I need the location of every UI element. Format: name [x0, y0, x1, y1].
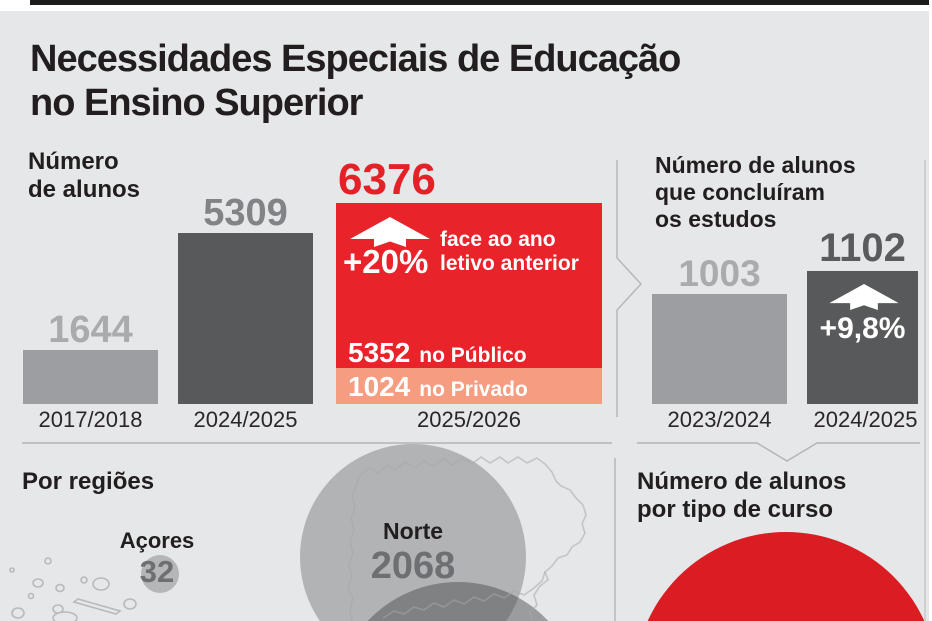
norte-bubble — [300, 444, 526, 621]
graduates-year-2023-2024: 2023/2024 — [667, 407, 772, 432]
students-pct-change: +20% — [343, 243, 429, 280]
students-privado-value: 1024 — [348, 371, 411, 402]
regions-section-title: Por regiões — [22, 468, 155, 495]
norte-value: 2068 — [370, 545, 456, 587]
graduates-label-line1: Número de alunos — [655, 152, 856, 178]
acores-label: Açores — [119, 528, 195, 553]
students-pct-note-line1: face ao ano — [440, 228, 556, 251]
graduates-label-line2: que concluíram — [655, 179, 825, 206]
students-bar-2017-2018 — [23, 350, 158, 404]
acores-islands-outline — [9, 557, 137, 621]
right-edge-strip — [929, 0, 932, 621]
students-privado-label: no Privado — [419, 378, 528, 401]
students-publico-row: 5352 no Público — [348, 339, 527, 367]
graduates-value-2024-2025: 1102 — [819, 226, 906, 270]
course-type-section-title: Número de alunos por tipo de curso — [637, 468, 846, 524]
students-publico-value: 5352 — [348, 337, 411, 368]
students-value-2025-2026: 6376 — [338, 155, 436, 204]
increase-arrow-icon — [829, 284, 899, 310]
acores-value: 32 — [139, 554, 175, 589]
students-pct-note-line2: letivo anterior — [440, 252, 579, 275]
acores-bubble — [141, 555, 179, 593]
course-type-title-line2: por tipo de curso — [637, 496, 834, 524]
course-type-pie — [647, 532, 925, 621]
students-year-2017-2018: 2017/2018 — [38, 407, 143, 432]
page-title-line2: no Ensino Superior — [30, 82, 363, 124]
students-year-2024-2025: 2024/2025 — [193, 407, 298, 432]
page-title-line1: Necessidades Especiais de Educação — [30, 38, 681, 80]
students-year-2025-2026: 2025/2026 — [417, 407, 521, 432]
course-type-title-line1: Número de alunos — [637, 468, 847, 495]
region-boundary-line — [382, 571, 546, 619]
divider-lines — [22, 160, 926, 621]
increase-arrow-icon — [350, 217, 430, 247]
divider-chevron-right — [616, 160, 642, 417]
divider-horizontal-right-notch — [637, 442, 920, 462]
students-value-2024-2025: 5309 — [203, 192, 288, 234]
students-publico-label: no Público — [419, 344, 527, 367]
graduates-chart-label: Número de alunos que concluíram os estud… — [655, 152, 856, 233]
students-chart-label-line2: de alunos — [28, 176, 141, 204]
norte-label: Norte — [382, 518, 444, 544]
students-privado-row: 1024 no Privado — [348, 373, 528, 401]
students-value-2017-2018: 1644 — [48, 309, 133, 351]
graduates-value-2023-2024: 1003 — [678, 253, 761, 294]
students-chart-label-line1: Número — [28, 148, 119, 175]
students-bar-2024-2025 — [178, 233, 313, 404]
norte-map-outline — [347, 456, 587, 621]
students-bar-2025-2026-privado — [336, 368, 602, 404]
students-chart-label: Número de alunos — [28, 148, 140, 204]
graduates-year-2024-2025: 2024/2025 — [813, 407, 918, 432]
graduates-bar-2023-2024 — [652, 294, 787, 404]
graduates-label-line3: os estudos — [655, 206, 777, 233]
top-crop-bar — [30, 0, 932, 5]
graduates-pct-change: +9,8% — [819, 312, 906, 345]
